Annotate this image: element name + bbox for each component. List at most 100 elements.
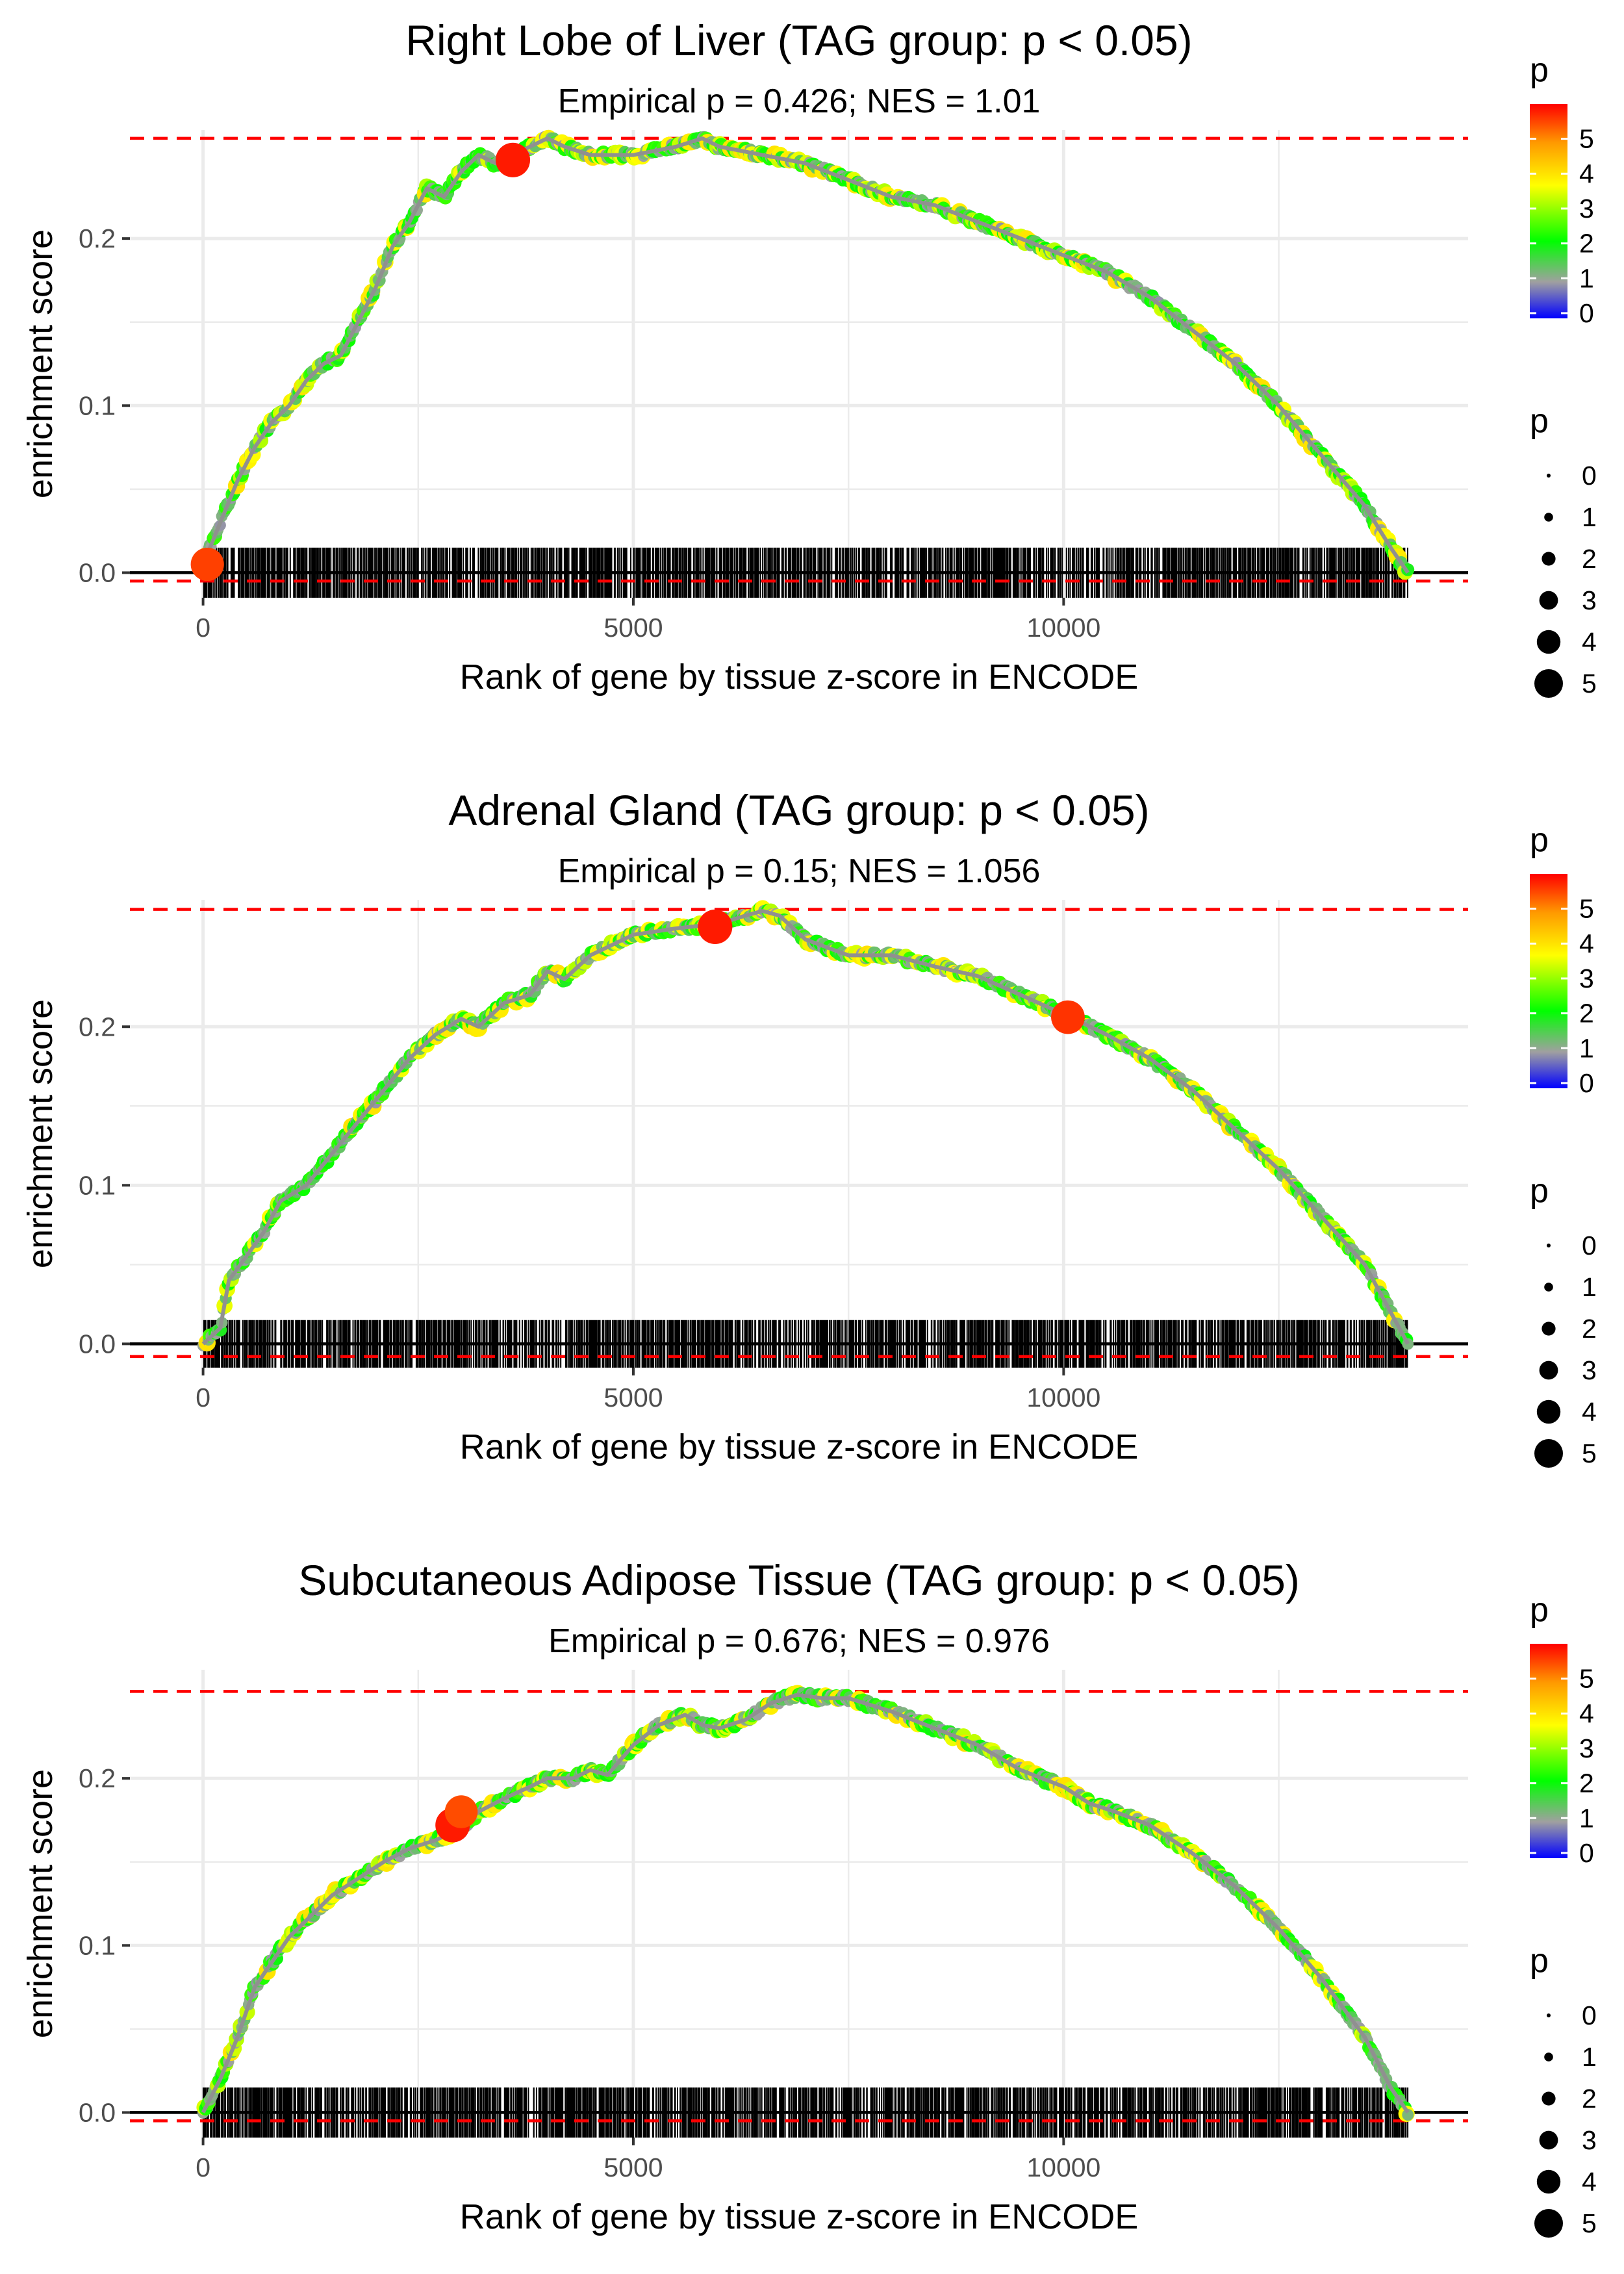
size-legend-title: p [1530, 402, 1549, 440]
colorbar-label: 4 [1579, 928, 1594, 958]
chart-panel-2: Adrenal Gland (TAG group: p < 0.05) Empir… [21, 786, 1597, 1468]
size-legend-dot [1536, 630, 1561, 654]
chart-subtitle: Empirical p = 0.426; NES = 1.01 [558, 83, 1041, 120]
chart-subtitle: Empirical p = 0.15; NES = 1.056 [558, 852, 1041, 890]
colorbar-label: 3 [1579, 964, 1594, 993]
colorbar-label: 5 [1579, 1664, 1594, 1694]
x-tick-label: 5000 [603, 613, 663, 643]
colorbar-title: p [1530, 821, 1549, 859]
size-legend-dot [1542, 552, 1556, 566]
size-legend-title: p [1530, 1172, 1549, 1210]
colorbar-label: 5 [1579, 894, 1594, 924]
size-legend-label: 1 [1582, 1272, 1597, 1302]
size-legend-label: 2 [1582, 2084, 1597, 2114]
colorbar-title: p [1530, 51, 1549, 89]
colorbar-label: 2 [1579, 1769, 1594, 1798]
colorbar-label: 3 [1579, 1733, 1594, 1763]
legend: p 0 1 2 3 4 5 p 0 1 2 3 4 5 [1530, 51, 1597, 698]
significant-point [698, 909, 733, 945]
size-legend-label: 1 [1582, 2042, 1597, 2072]
size-legend-dot [1542, 1322, 1556, 1336]
colorbar [1530, 1644, 1567, 1858]
colorbar [1530, 104, 1567, 318]
size-legend-dot [1534, 669, 1563, 698]
enrichment-points [197, 129, 1415, 580]
size-legend-label: 5 [1582, 1438, 1597, 1468]
size-legend-dot [1547, 2013, 1551, 2017]
y-axis-title: enrichment score [21, 229, 60, 498]
colorbar-label: 2 [1579, 229, 1594, 259]
legend: p 0 1 2 3 4 5 p 0 1 2 3 4 5 [1530, 821, 1597, 1468]
y-tick-label: 0.0 [79, 1329, 116, 1359]
colorbar-label: 1 [1579, 1803, 1594, 1833]
size-legend-label: 3 [1582, 1355, 1597, 1385]
y-tick-label: 0.1 [79, 390, 116, 420]
colorbar-label: 1 [1579, 1033, 1594, 1063]
enrichment-curve [201, 909, 1410, 1346]
colorbar-label: 4 [1579, 159, 1594, 188]
y-axis-title: enrichment score [21, 999, 60, 1268]
x-tick-label: 5000 [603, 1383, 663, 1412]
size-legend-dot [1544, 1283, 1553, 1292]
x-tick-label: 0 [196, 2153, 210, 2182]
axes: 0.0 0.1 0.2 0 5000 10000 [79, 1763, 1100, 2182]
size-legend-label: 0 [1582, 2000, 1597, 2030]
x-tick-label: 10000 [1026, 1383, 1100, 1412]
x-axis-title: Rank of gene by tissue z-score in ENCODE [460, 658, 1138, 696]
size-legend-dot [1539, 591, 1558, 610]
significant-point [495, 142, 531, 177]
significant-point [1051, 1000, 1085, 1034]
y-tick-label: 0.2 [79, 1763, 116, 1793]
y-tick-label: 0.1 [79, 1170, 116, 1200]
size-legend-label: 4 [1582, 1397, 1597, 1427]
size-legend-label: 4 [1582, 2167, 1597, 2197]
x-tick-label: 10000 [1026, 2153, 1100, 2182]
size-legend-label: 3 [1582, 2125, 1597, 2155]
significant-point [190, 547, 224, 581]
chart-title: Subcutaneous Adipose Tissue (TAG group: … [298, 1556, 1300, 1604]
chart-title: Right Lobe of Liver (TAG group: p < 0.05… [405, 16, 1192, 64]
size-legend-label: 2 [1582, 1314, 1597, 1344]
y-tick-label: 0.0 [79, 557, 116, 587]
colorbar [1530, 874, 1567, 1088]
size-legend-title: p [1530, 1942, 1549, 1980]
y-axis-title: enrichment score [21, 1769, 60, 2038]
axes: 0.0 0.1 0.2 0 5000 10000 [79, 224, 1100, 643]
colorbar-label: 4 [1579, 1698, 1594, 1728]
size-legend-label: 1 [1582, 502, 1597, 532]
chart-title: Adrenal Gland (TAG group: p < 0.05) [448, 786, 1149, 834]
colorbar-label: 2 [1579, 999, 1594, 1028]
y-tick-label: 0.2 [79, 224, 116, 253]
y-tick-label: 0.0 [79, 2097, 116, 2127]
chart-subtitle: Empirical p = 0.676; NES = 0.976 [548, 1622, 1050, 1660]
significant-point [444, 1795, 478, 1828]
x-axis-title: Rank of gene by tissue z-score in ENCODE [460, 2197, 1138, 2236]
size-legend-dot [1534, 1439, 1563, 1468]
x-tick-label: 0 [196, 613, 210, 643]
colorbar-title: p [1530, 1591, 1549, 1629]
size-legend-label: 0 [1582, 1231, 1597, 1260]
size-legend-dot [1539, 1361, 1558, 1380]
axes: 0.0 0.1 0.2 0 5000 10000 [79, 1012, 1100, 1412]
y-tick-label: 0.2 [79, 1012, 116, 1041]
size-legend-label: 2 [1582, 544, 1597, 574]
enrichment-point [1402, 2109, 1414, 2121]
colorbar-label: 1 [1579, 263, 1594, 293]
enrichment-curve [201, 136, 1410, 574]
enrichment-curve [201, 1693, 1410, 2114]
size-legend-dot [1539, 2130, 1558, 2150]
colorbar-label: 0 [1579, 298, 1594, 328]
size-legend-dot [1542, 2091, 1556, 2106]
grid [130, 900, 1468, 1368]
x-tick-label: 5000 [603, 2153, 663, 2182]
size-legend-dot [1536, 1399, 1561, 1424]
x-tick-label: 10000 [1026, 613, 1100, 643]
size-legend-dot [1547, 1244, 1551, 1247]
size-legend-dot [1547, 474, 1551, 478]
colorbar-label: 5 [1579, 124, 1594, 154]
size-legend-label: 4 [1582, 627, 1597, 657]
y-tick-label: 0.1 [79, 1930, 116, 1960]
x-axis-title: Rank of gene by tissue z-score in ENCODE [460, 1427, 1138, 1466]
size-legend-label: 0 [1582, 461, 1597, 491]
